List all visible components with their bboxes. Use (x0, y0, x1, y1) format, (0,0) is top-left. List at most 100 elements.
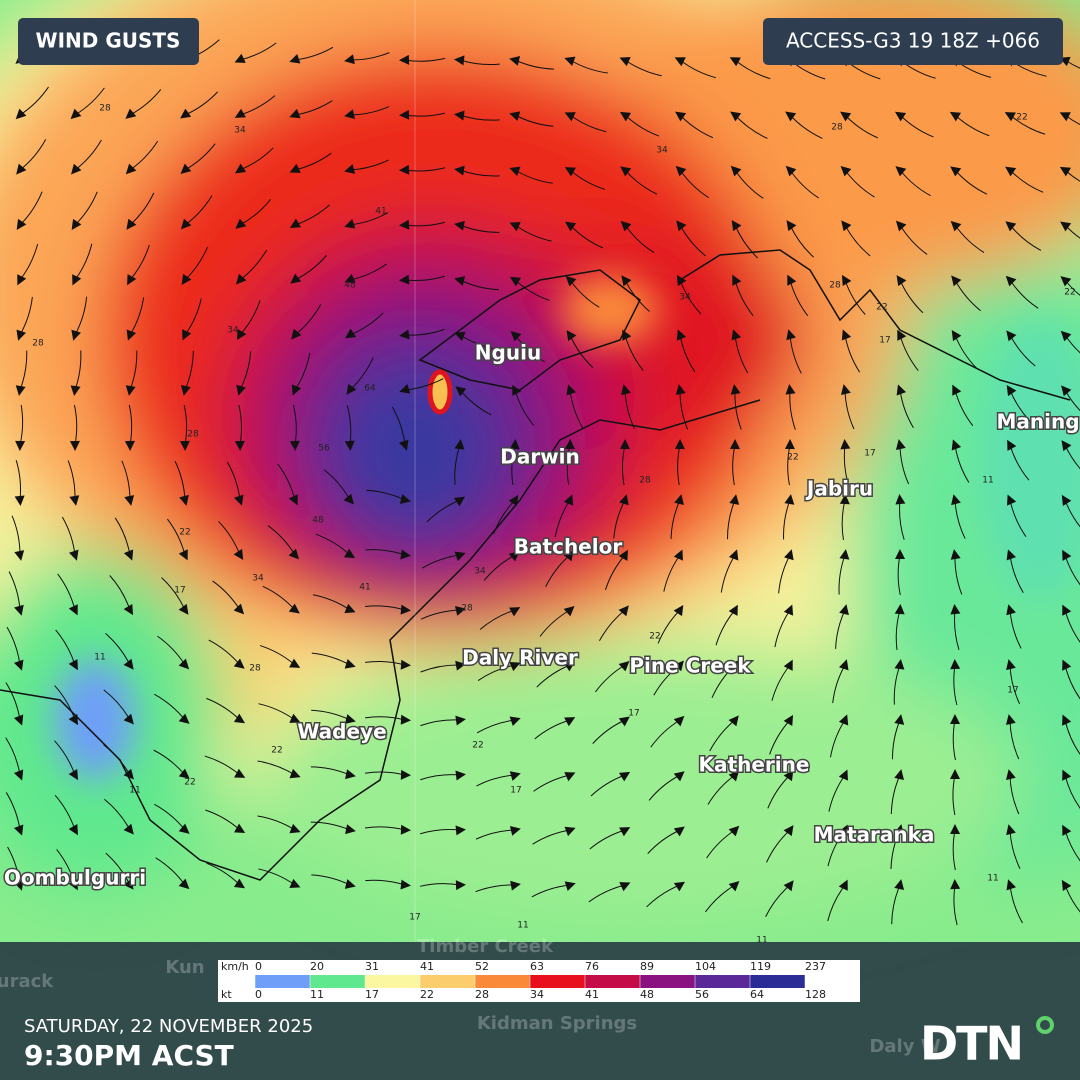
wind-arrow (729, 57, 771, 80)
arrowhead (399, 109, 410, 120)
arrowhead (783, 880, 794, 892)
contour-label: 48 (312, 516, 324, 526)
wind-arrow (896, 275, 924, 314)
wind-arrow (167, 518, 188, 561)
wind-arrow (365, 879, 411, 890)
wind-arrow (720, 549, 739, 593)
wind-arrow (674, 57, 717, 79)
wind-arrow (787, 274, 809, 317)
wind-arrow (951, 439, 970, 483)
arrowhead (399, 164, 410, 175)
wind-arrow (157, 635, 190, 670)
wind-arrow (365, 604, 411, 615)
wind-arrow (420, 770, 466, 781)
arrowhead (784, 494, 795, 505)
contour-label: 28 (32, 339, 44, 349)
wind-arrow (5, 792, 24, 836)
wind-arrow (706, 825, 740, 859)
wind-arrow (784, 439, 795, 486)
wind-arrow (8, 571, 24, 616)
wind-arrow (783, 494, 795, 540)
arrowhead (786, 329, 796, 341)
arrowhead (289, 768, 301, 779)
wind-arrow (475, 826, 521, 840)
wind-arrow (774, 604, 794, 648)
arrowhead (1006, 330, 1017, 342)
arrowhead (1005, 275, 1017, 287)
arrowhead (289, 218, 301, 229)
arrowhead (618, 549, 628, 561)
contour-label: 22 (472, 741, 483, 751)
arrowhead (68, 604, 78, 616)
arrowhead (400, 824, 411, 835)
arrowhead (68, 659, 78, 671)
wind-arrow (399, 274, 445, 285)
arrowhead (1062, 769, 1072, 781)
wind-arrow (323, 469, 354, 505)
arrowhead (673, 604, 684, 617)
wind-arrow (125, 140, 159, 175)
arrowhead (344, 714, 356, 724)
wind-arrow (154, 803, 190, 834)
wind-arrow (477, 661, 521, 681)
arrowhead (14, 604, 24, 616)
arrowhead (400, 714, 411, 725)
wind-arrow (827, 879, 848, 922)
wind-arrow (730, 111, 768, 139)
wind-arrow (1062, 769, 1080, 812)
wind-arrow (730, 384, 742, 430)
legend-kt-label: 17 (365, 988, 379, 1001)
wind-arrow (155, 857, 190, 890)
model-run: ACCESS-G3 19 18Z +066 (786, 29, 1040, 53)
arrowhead (621, 275, 632, 287)
wind-arrow (532, 826, 576, 845)
arrowhead (784, 439, 795, 450)
wind-arrow (234, 95, 276, 118)
arrowhead (288, 494, 298, 506)
arrowhead (950, 549, 961, 560)
wind-arrow (289, 100, 333, 119)
arrowhead (618, 771, 631, 782)
arrowhead (673, 715, 685, 727)
legend-kt-label: 56 (695, 988, 709, 1001)
arrowhead (841, 220, 852, 232)
arrowhead (290, 273, 302, 284)
wind-arrow (729, 439, 740, 486)
arrowhead (674, 439, 685, 450)
wind-arrow (180, 350, 194, 396)
arrowhead (1007, 439, 1017, 451)
wind-arrow (399, 219, 446, 230)
arrowhead (950, 659, 961, 670)
wind-arrow (1007, 494, 1027, 537)
faded-label: urack (0, 971, 54, 992)
wind-arrow (208, 639, 245, 669)
wind-arrow (653, 660, 684, 696)
arrowhead (564, 56, 576, 67)
arrowhead (618, 660, 630, 672)
date: SATURDAY, 22 NOVEMBER 2025 (24, 1016, 313, 1037)
wind-arrow (545, 550, 574, 587)
wind-arrow (235, 199, 272, 229)
arrowhead (840, 439, 851, 450)
wind-arrow (564, 439, 575, 486)
time: 9:30PM ACST (24, 1039, 234, 1072)
wind-arrow (103, 689, 134, 725)
wind-arrow (483, 551, 520, 581)
arrowhead (180, 385, 191, 396)
wind-arrow (56, 849, 78, 891)
wind-arrow (621, 275, 650, 312)
place-label: Wadeye (297, 720, 386, 744)
arrowhead (125, 163, 137, 175)
arrowhead (455, 770, 466, 781)
arrowhead (509, 111, 521, 121)
legend-swatch (585, 975, 640, 988)
arrowhead (838, 769, 848, 781)
wind-arrow (455, 386, 492, 416)
arrowhead (14, 879, 24, 891)
wind-arrow (479, 607, 521, 630)
wind-arrow (950, 879, 961, 926)
arrowhead (233, 658, 245, 669)
wind-arrow (72, 243, 93, 286)
wind-arrow (531, 881, 576, 898)
